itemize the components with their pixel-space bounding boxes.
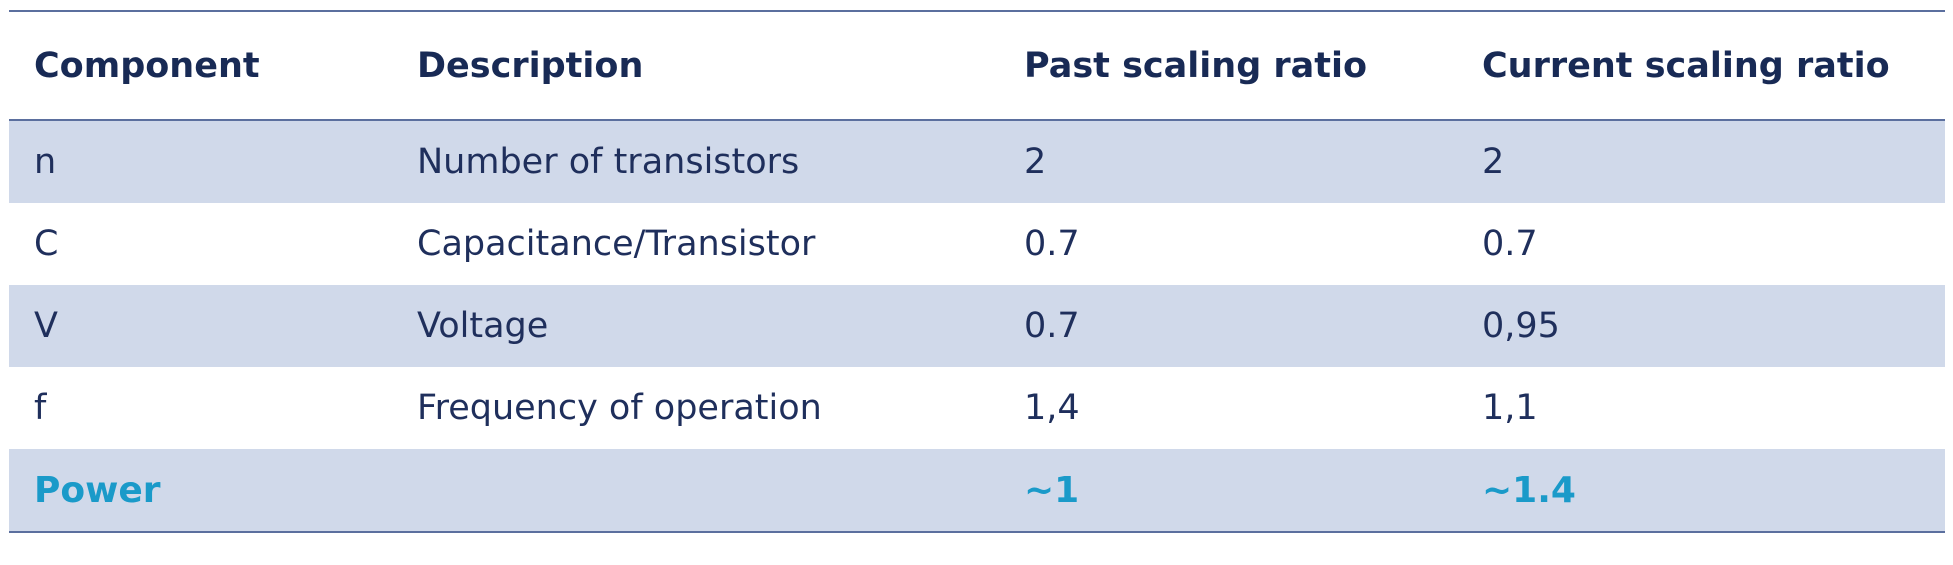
cell-current-ratio: 0,95 [1457,285,1945,367]
table-row: C Capacitance/Transistor 0.7 0.7 [9,203,1945,285]
header-current-scaling-ratio: Current scaling ratio [1457,12,1945,121]
table-top-rule [9,10,1945,12]
cell-description: Voltage [392,285,999,367]
cell-component: C [9,203,392,285]
cell-current-ratio: 2 [1457,120,1945,203]
cell-component: V [9,285,392,367]
cell-description: Frequency of operation [392,367,999,449]
cell-past-ratio: 2 [999,120,1457,203]
cell-description: Capacitance/Transistor [392,203,999,285]
cell-power-past-ratio: ~1 [999,449,1457,531]
table-row: V Voltage 0.7 0,95 [9,285,1945,367]
cell-current-ratio: 1,1 [1457,367,1945,449]
cell-component: f [9,367,392,449]
header-row: Component Description Past scaling ratio… [9,12,1945,121]
cell-component: n [9,120,392,203]
cell-power-current-ratio: ~1.4 [1457,449,1945,531]
cell-description: Number of transistors [392,120,999,203]
scaling-ratio-table: Component Description Past scaling ratio… [9,12,1945,531]
power-total-row: Power ~1 ~1.4 [9,449,1945,531]
header-description: Description [392,12,999,121]
scaling-table-container: Component Description Past scaling ratio… [9,10,1945,533]
table-row: n Number of transistors 2 2 [9,120,1945,203]
cell-past-ratio: 0.7 [999,203,1457,285]
cell-current-ratio: 0.7 [1457,203,1945,285]
table-bottom-rule [9,531,1945,533]
cell-power-description [392,449,999,531]
header-past-scaling-ratio: Past scaling ratio [999,12,1457,121]
cell-past-ratio: 0.7 [999,285,1457,367]
cell-power-label: Power [9,449,392,531]
table-row: f Frequency of operation 1,4 1,1 [9,367,1945,449]
header-component: Component [9,12,392,121]
cell-past-ratio: 1,4 [999,367,1457,449]
